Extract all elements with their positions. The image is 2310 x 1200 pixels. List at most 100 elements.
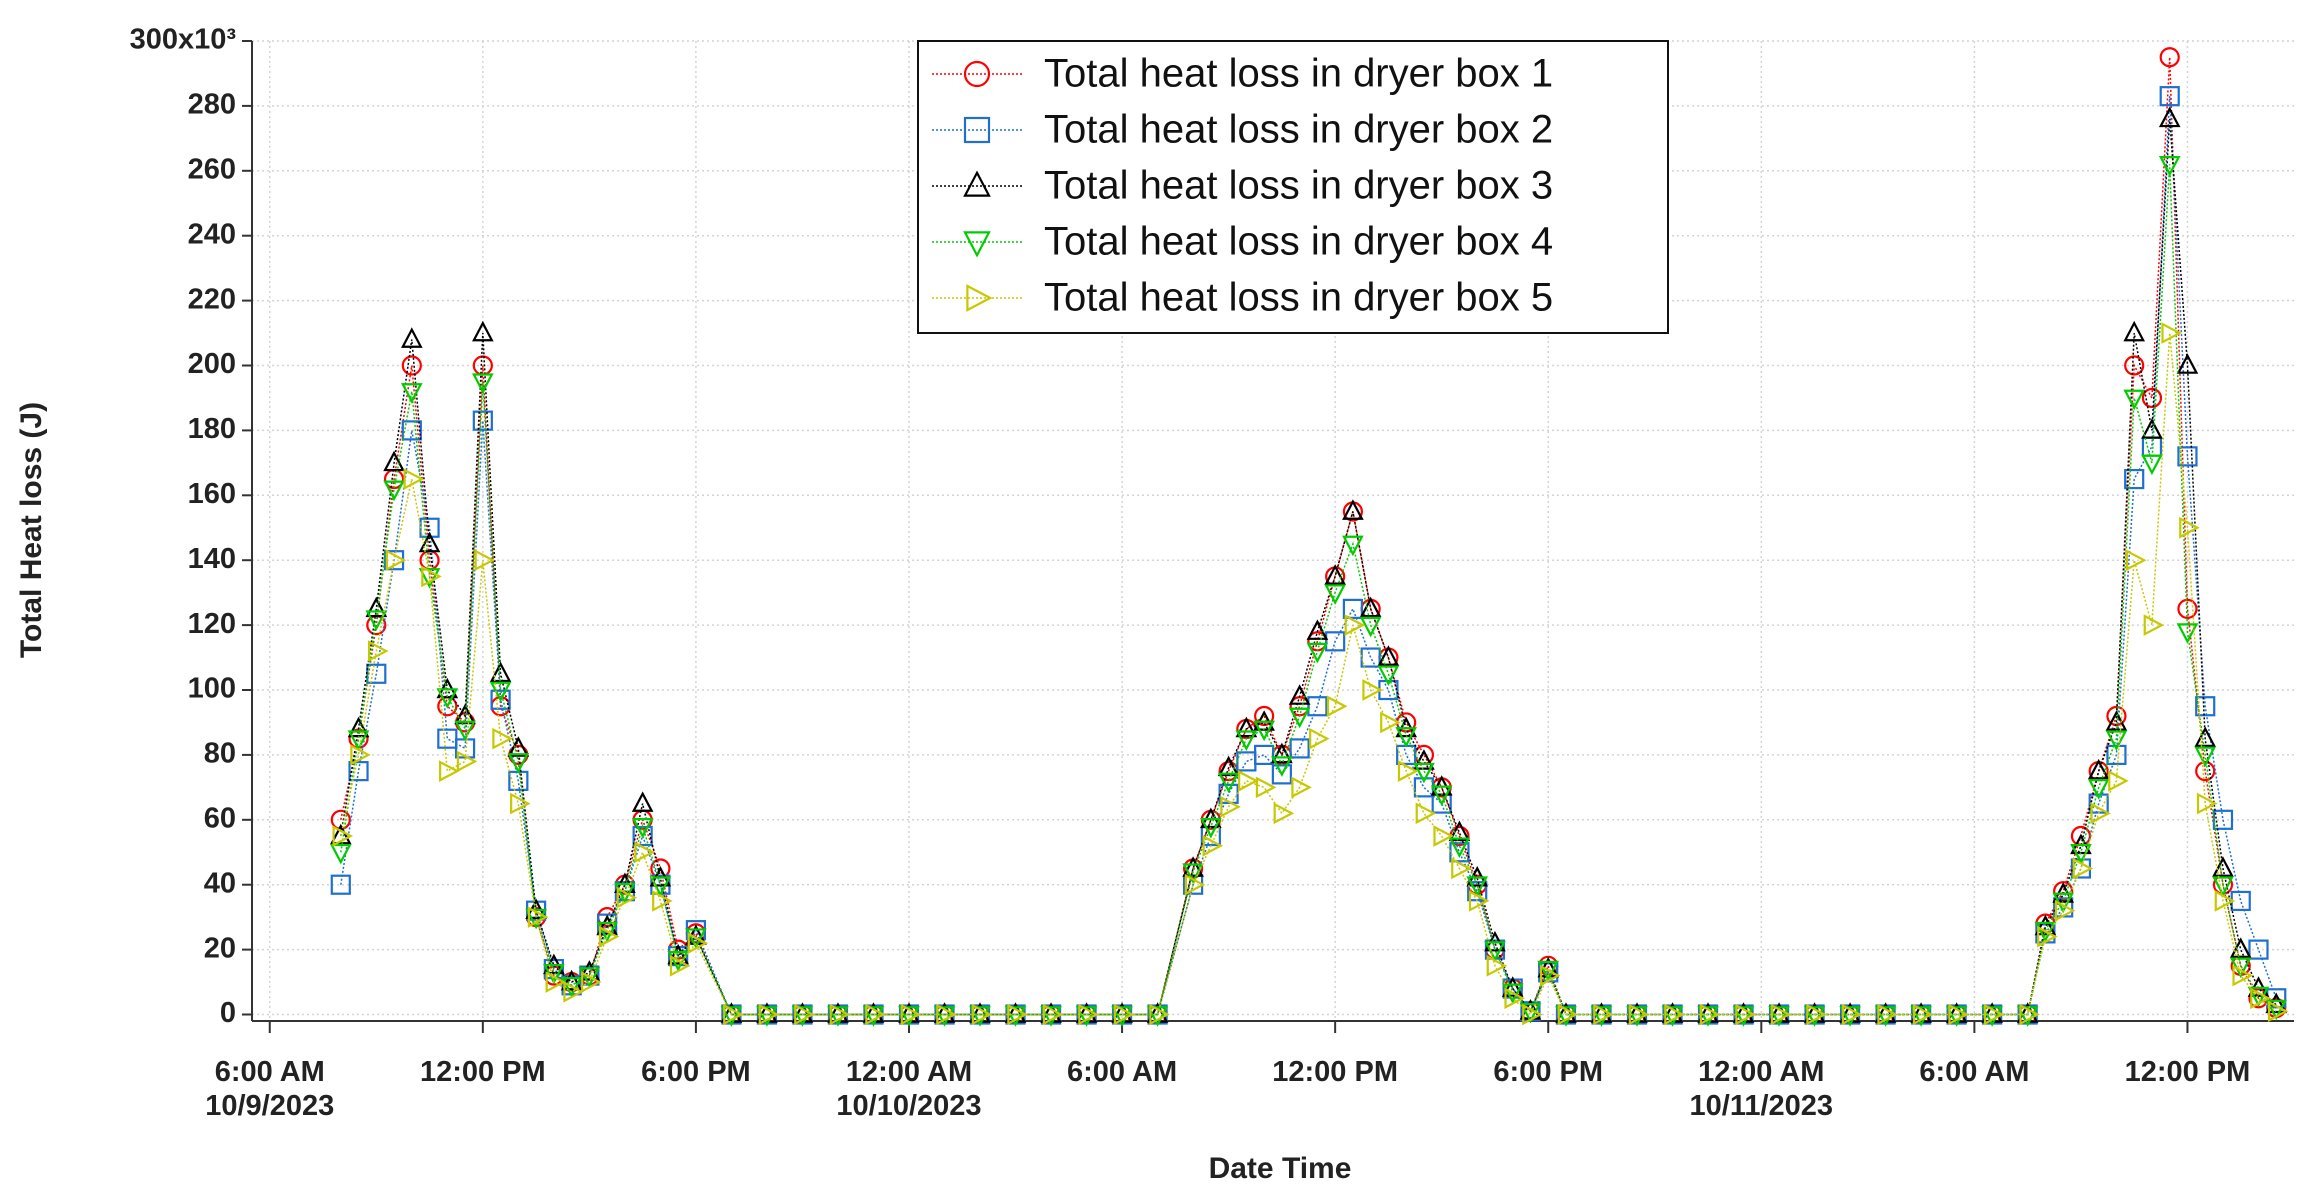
marker	[2212, 876, 2234, 897]
marker	[1449, 842, 1470, 863]
marker	[1273, 802, 1295, 825]
marker	[1948, 1003, 1969, 1026]
marker	[1433, 825, 1454, 847]
marker	[1522, 1003, 1543, 1026]
marker	[474, 549, 496, 572]
marker	[2214, 890, 2236, 912]
marker	[652, 890, 673, 912]
marker	[1451, 857, 1472, 880]
x-axis-title: Date Time	[1209, 1152, 1352, 1185]
marker	[2124, 468, 2145, 490]
marker	[969, 1006, 991, 1027]
marker	[1342, 499, 1364, 520]
marker	[2141, 387, 2163, 409]
y-tick-label: 0	[220, 997, 236, 1029]
marker	[1768, 1006, 1790, 1027]
marker	[2034, 914, 2057, 936]
marker	[1803, 1002, 1826, 1023]
marker	[1413, 749, 1435, 770]
marker	[348, 761, 369, 782]
marker	[545, 971, 567, 993]
marker	[1324, 564, 1346, 585]
marker	[2087, 758, 2110, 780]
marker	[687, 932, 709, 954]
marker	[385, 549, 407, 572]
marker	[1732, 1002, 1755, 1023]
marker	[1501, 976, 1524, 997]
marker	[2176, 623, 2199, 644]
y-tick-label: 180	[188, 413, 236, 445]
marker	[472, 373, 494, 394]
marker	[365, 610, 388, 631]
marker	[596, 921, 618, 943]
marker	[563, 980, 584, 1003]
marker	[560, 977, 583, 998]
marker	[2177, 446, 2198, 467]
y-tick-label: 280	[188, 89, 236, 121]
marker	[669, 955, 691, 977]
marker	[631, 791, 654, 812]
marker	[2143, 614, 2165, 636]
marker	[1768, 1002, 1790, 1023]
marker	[400, 327, 423, 348]
marker	[1626, 1002, 1648, 1023]
marker	[2108, 770, 2129, 792]
series-line	[340, 333, 2277, 1016]
marker	[1146, 1002, 1169, 1023]
marker	[2105, 730, 2128, 751]
marker	[1697, 1006, 1719, 1027]
marker	[1504, 987, 1525, 1010]
marker	[1377, 645, 1400, 666]
marker	[2176, 353, 2199, 374]
legend-label: Total heat loss in dryer box 5	[1044, 276, 1553, 320]
marker	[2232, 964, 2253, 987]
marker	[1288, 684, 1311, 705]
marker	[900, 1003, 922, 1026]
marker	[963, 170, 991, 197]
marker	[1255, 776, 1277, 799]
x-tick-label: 6:00 AM	[1919, 1056, 2030, 1088]
x-tick-label: 12:00 AM 10/10/2023	[836, 1056, 982, 1122]
marker	[2034, 921, 2057, 943]
marker	[2141, 454, 2163, 476]
marker	[1235, 730, 1258, 751]
marker	[403, 468, 425, 490]
y-tick-label: 260	[188, 153, 236, 185]
marker	[1306, 619, 1329, 640]
marker	[2212, 809, 2234, 830]
marker	[383, 450, 405, 472]
marker	[1770, 1003, 1792, 1026]
marker	[1415, 802, 1437, 825]
marker	[862, 1006, 885, 1027]
marker	[2194, 746, 2217, 768]
marker	[1271, 756, 1293, 777]
x-tick-label: 12:00 AM 10/11/2023	[1689, 1056, 1834, 1122]
marker	[330, 874, 351, 895]
marker	[791, 1002, 814, 1023]
marker	[2123, 389, 2146, 411]
y-tick-label: 140	[188, 543, 236, 575]
marker	[367, 640, 389, 662]
marker	[1111, 1002, 1133, 1023]
marker	[827, 1006, 849, 1027]
marker	[332, 825, 354, 847]
y-axis-title: Total Heat loss (J)	[15, 402, 48, 658]
x-tick-label: 12:00 PM	[2124, 1056, 2251, 1088]
marker	[1202, 834, 1224, 857]
marker	[1413, 762, 1435, 784]
marker	[492, 727, 513, 750]
marker	[1362, 679, 1383, 701]
x-tick-label: 6:00 PM	[641, 1056, 751, 1088]
marker	[2125, 549, 2147, 572]
marker	[1983, 1003, 2005, 1026]
marker	[1699, 1003, 1721, 1026]
marker	[2054, 899, 2076, 922]
marker	[1326, 695, 1348, 718]
marker	[1377, 665, 1400, 687]
marker	[1664, 1003, 1685, 1026]
marker	[1912, 1003, 1934, 1026]
marker	[1184, 873, 1206, 896]
marker	[936, 1003, 957, 1026]
marker	[1806, 1003, 1827, 1026]
marker	[1519, 999, 1542, 1020]
